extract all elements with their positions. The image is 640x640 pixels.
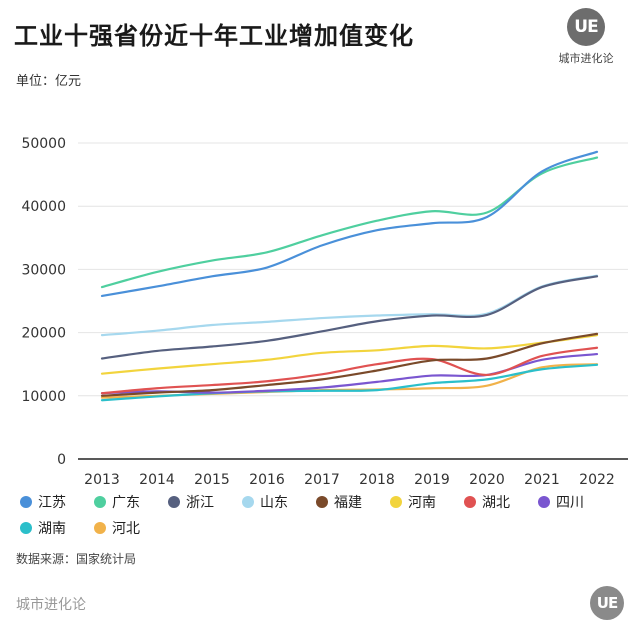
series-line-广东 bbox=[100, 156, 599, 289]
legend-item: 四川 bbox=[538, 492, 584, 512]
legend-label: 浙江 bbox=[186, 495, 214, 511]
y-tick-label: 30000 bbox=[21, 262, 66, 278]
legend-item: 福建 bbox=[316, 492, 362, 512]
legend-label: 四川 bbox=[556, 495, 584, 511]
y-tick-label: 0 bbox=[57, 452, 66, 468]
legend-color-swatch bbox=[94, 496, 106, 508]
x-tick-label: 2017 bbox=[304, 472, 340, 488]
x-tick-label: 2019 bbox=[414, 472, 450, 488]
legend-item: 湖南 bbox=[20, 518, 66, 538]
legend-color-swatch bbox=[20, 496, 32, 508]
x-tick-label: 2018 bbox=[359, 472, 395, 488]
series-line-浙江 bbox=[100, 275, 599, 360]
legend-label: 湖南 bbox=[38, 521, 66, 537]
legend-label: 福建 bbox=[334, 495, 362, 511]
series-line-河南 bbox=[100, 334, 599, 375]
legend-item: 山东 bbox=[242, 492, 288, 512]
x-tick-label: 2016 bbox=[249, 472, 285, 488]
x-tick-label: 2021 bbox=[524, 472, 560, 488]
legend-item: 江苏 bbox=[20, 492, 66, 512]
y-tick-label: 20000 bbox=[21, 326, 66, 342]
x-tick-label: 2022 bbox=[579, 472, 615, 488]
legend-color-swatch bbox=[538, 496, 550, 508]
page-title: 工业十强省份近十年工业增加值变化 bbox=[14, 22, 414, 50]
footer-brand: 城市进化论 bbox=[16, 597, 86, 613]
x-tick-label: 2020 bbox=[469, 472, 505, 488]
legend-color-swatch bbox=[316, 496, 328, 508]
footer-logo-icon: UE bbox=[590, 586, 624, 620]
legend-label: 山东 bbox=[260, 495, 288, 511]
legend-color-swatch bbox=[390, 496, 402, 508]
y-tick-label: 50000 bbox=[21, 136, 66, 152]
legend-color-swatch bbox=[20, 522, 32, 534]
x-tick-label: 2014 bbox=[139, 472, 175, 488]
legend-item: 河北 bbox=[94, 518, 140, 538]
legend-item: 河南 bbox=[390, 492, 436, 512]
series-line-江苏 bbox=[100, 150, 599, 298]
legend-label: 广东 bbox=[112, 495, 140, 511]
legend-color-swatch bbox=[94, 522, 106, 534]
data-source: 数据来源：国家统计局 bbox=[16, 552, 137, 566]
series-line-湖南 bbox=[100, 363, 599, 402]
x-tick-label: 2015 bbox=[194, 472, 230, 488]
unit-label: 单位：亿元 bbox=[16, 74, 82, 89]
legend-item: 浙江 bbox=[168, 492, 214, 512]
y-tick-label: 40000 bbox=[21, 199, 66, 215]
legend-color-swatch bbox=[242, 496, 254, 508]
legend-color-swatch bbox=[464, 496, 476, 508]
series-line-湖北 bbox=[100, 346, 599, 395]
brand-logo: UE 城市进化论 bbox=[546, 8, 626, 66]
legend-label: 江苏 bbox=[38, 495, 66, 511]
legend-item: 广东 bbox=[94, 492, 140, 512]
y-tick-label: 10000 bbox=[21, 389, 66, 405]
legend-color-swatch bbox=[168, 496, 180, 508]
series-line-福建 bbox=[100, 332, 599, 397]
legend-label: 湖北 bbox=[482, 495, 510, 511]
x-tick-label: 2013 bbox=[84, 472, 120, 488]
legend-label: 河北 bbox=[112, 521, 140, 537]
legend-label: 河南 bbox=[408, 495, 436, 511]
legend-item: 湖北 bbox=[464, 492, 510, 512]
logo-icon: UE bbox=[567, 8, 605, 46]
logo-brand-text: 城市进化论 bbox=[558, 52, 614, 65]
